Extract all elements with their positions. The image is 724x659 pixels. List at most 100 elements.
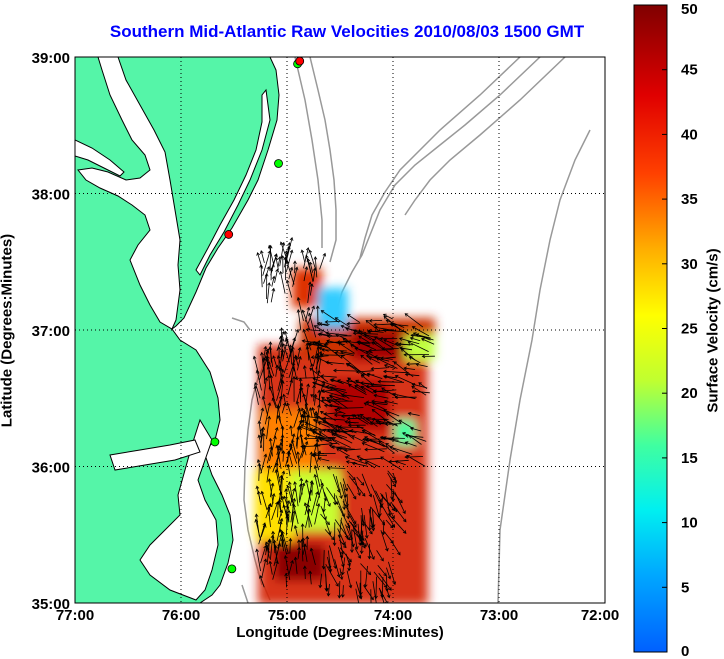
velocity-arrowhead bbox=[289, 379, 294, 383]
velocity-vector bbox=[353, 329, 372, 341]
velocity-arrowhead bbox=[287, 242, 291, 246]
velocity-vector bbox=[374, 356, 393, 360]
velocity-vector bbox=[348, 513, 357, 528]
velocity-arrowhead bbox=[312, 267, 317, 272]
velocity-vector bbox=[330, 379, 343, 383]
velocity-arrowhead bbox=[324, 341, 329, 345]
velocity-arrowhead bbox=[314, 341, 318, 346]
velocity-vector bbox=[325, 521, 331, 535]
velocity-vector bbox=[299, 484, 302, 501]
velocity-arrowhead bbox=[337, 379, 341, 383]
velocity-arrowhead bbox=[280, 537, 285, 542]
velocity-vector bbox=[340, 351, 355, 355]
velocity-vector bbox=[393, 393, 416, 400]
velocity-arrowhead bbox=[318, 431, 323, 435]
velocity-vector bbox=[369, 506, 371, 531]
velocity-vector bbox=[401, 348, 416, 361]
velocity-vector bbox=[354, 385, 367, 393]
colorbar-tick-label: 45 bbox=[681, 62, 698, 79]
velocity-vector bbox=[262, 396, 269, 416]
velocity-arrowhead bbox=[394, 374, 399, 379]
velocity-arrowhead bbox=[270, 482, 275, 487]
velocity-vector bbox=[269, 561, 273, 575]
velocity-vector bbox=[372, 509, 375, 528]
velocity-arrowhead bbox=[276, 355, 281, 359]
velocity-vector bbox=[378, 440, 395, 454]
velocity-arrowhead bbox=[370, 383, 374, 387]
velocity-arrowhead bbox=[309, 451, 314, 456]
velocity-arrowhead bbox=[274, 462, 279, 466]
velocity-arrowhead bbox=[364, 438, 369, 442]
velocity-arrowhead bbox=[305, 342, 310, 346]
velocity-arrowhead bbox=[341, 513, 346, 518]
velocity-vector bbox=[323, 417, 346, 421]
velocity-arrowhead bbox=[335, 583, 339, 587]
velocity-arrowhead bbox=[292, 487, 296, 492]
velocity-arrowhead bbox=[276, 445, 281, 449]
velocity-arrowhead bbox=[382, 375, 387, 379]
velocity-vector bbox=[333, 370, 357, 372]
velocity-arrowhead bbox=[290, 559, 294, 564]
velocity-arrowhead bbox=[420, 337, 425, 342]
velocity-arrowhead bbox=[339, 576, 344, 581]
velocity-vector bbox=[319, 431, 331, 440]
velocity-vector bbox=[300, 414, 303, 425]
velocity-vector bbox=[309, 452, 312, 473]
velocity-vector bbox=[374, 336, 394, 349]
velocity-vector bbox=[279, 499, 282, 511]
velocity-arrowhead bbox=[357, 555, 361, 559]
velocity-vector bbox=[337, 546, 343, 558]
velocity-arrowhead bbox=[288, 537, 293, 542]
velocity-vector bbox=[259, 358, 268, 380]
velocity-vector bbox=[307, 306, 315, 324]
velocity-vector bbox=[272, 397, 277, 409]
velocity-vector bbox=[304, 566, 306, 580]
velocity-arrowhead bbox=[292, 375, 296, 380]
velocity-vector bbox=[405, 441, 417, 447]
velocity-vector bbox=[383, 339, 400, 347]
velocity-vector bbox=[279, 349, 284, 371]
velocity-vector bbox=[273, 543, 281, 567]
station-marker bbox=[224, 230, 234, 239]
velocity-arrowhead bbox=[407, 411, 412, 416]
velocity-arrowhead bbox=[411, 382, 416, 387]
velocity-vector bbox=[311, 363, 316, 381]
velocity-arrowhead bbox=[358, 335, 362, 340]
velocity-vector bbox=[261, 559, 267, 579]
velocity-vector bbox=[313, 439, 319, 453]
velocity-arrowhead bbox=[279, 241, 284, 246]
velocity-arrowhead bbox=[304, 266, 309, 270]
velocity-arrowhead bbox=[361, 522, 366, 527]
velocity-arrowhead bbox=[304, 440, 309, 445]
velocity-arrowhead bbox=[316, 345, 321, 350]
velocity-vector bbox=[410, 337, 421, 342]
velocity-arrowhead bbox=[275, 364, 279, 369]
velocity-vector bbox=[261, 352, 265, 379]
velocity-arrowhead bbox=[317, 421, 322, 426]
velocity-vector bbox=[354, 548, 361, 559]
velocity-vector bbox=[304, 384, 309, 410]
colorbar-label: Surface Velocity (cm/s) bbox=[704, 248, 722, 413]
velocity-vector bbox=[386, 484, 403, 503]
velocity-vector bbox=[402, 432, 427, 442]
velocity-vector bbox=[278, 501, 283, 516]
velocity-arrowhead bbox=[263, 558, 268, 563]
velocity-vector bbox=[318, 390, 321, 407]
velocity-vector bbox=[338, 426, 364, 428]
velocity-vector bbox=[313, 340, 320, 366]
velocity-arrowhead bbox=[265, 348, 270, 353]
velocity-arrowhead bbox=[293, 481, 297, 485]
bathymetry-contours bbox=[231, 57, 591, 603]
velocity-arrowhead bbox=[285, 279, 290, 284]
velocity-vector bbox=[386, 575, 388, 591]
velocity-vector bbox=[314, 394, 317, 406]
velocity-arrowhead bbox=[318, 584, 323, 589]
velocity-arrowhead bbox=[368, 348, 372, 353]
velocity-vector bbox=[347, 417, 372, 420]
velocity-arrowhead bbox=[305, 247, 310, 251]
x-tick-label: 72:00 bbox=[581, 607, 619, 624]
velocity-arrowhead bbox=[306, 306, 311, 311]
velocity-arrowhead bbox=[265, 546, 270, 551]
velocity-arrowhead bbox=[358, 609, 361, 612]
velocity-vector bbox=[327, 467, 346, 469]
